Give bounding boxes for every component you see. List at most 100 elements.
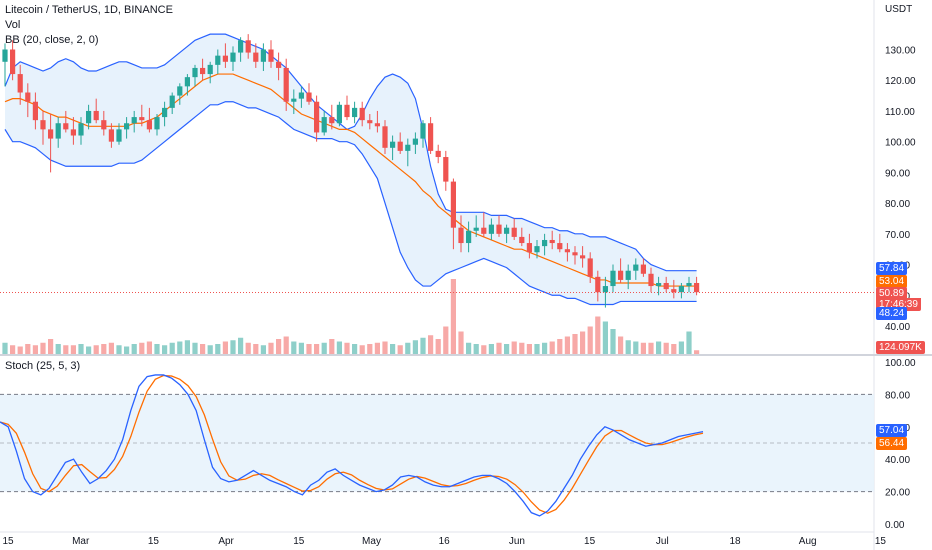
- volume-bar: [169, 342, 175, 354]
- volume-bar: [162, 345, 168, 354]
- candle-body: [230, 52, 236, 62]
- candle-body: [488, 224, 494, 234]
- stoch-tick-label: 20.00: [885, 488, 910, 499]
- candle-body: [428, 123, 434, 151]
- volume-bar: [602, 321, 608, 354]
- volume-bar: [55, 344, 61, 354]
- volume-bar: [283, 336, 289, 354]
- candle-body: [101, 120, 107, 130]
- volume-bar: [663, 342, 669, 354]
- candle-body: [564, 249, 570, 253]
- volume-bar: [496, 342, 502, 354]
- volume-bar: [580, 331, 586, 354]
- candle-body: [17, 74, 23, 93]
- candle-body: [108, 129, 114, 142]
- candle-body: [154, 117, 160, 130]
- volume-bar: [2, 342, 8, 354]
- candle-body: [526, 243, 532, 253]
- volume-bar: [215, 344, 221, 354]
- bb-lower-price-tag: 48.24: [876, 307, 908, 320]
- candle-body: [245, 40, 251, 53]
- candle-body: [283, 67, 289, 102]
- candle-body: [78, 123, 84, 136]
- volume-bar: [101, 344, 107, 354]
- bb-lower-line: [4, 101, 697, 306]
- time-tick-label: 15: [584, 536, 596, 547]
- candle-body: [511, 227, 517, 237]
- volume-bar: [466, 342, 472, 354]
- stoch-tick-label: 0.00: [885, 520, 905, 531]
- candle-body: [169, 95, 175, 108]
- volume-bar: [154, 344, 160, 354]
- volume-bar: [86, 346, 92, 354]
- volume-bar: [648, 342, 654, 354]
- candle-body: [124, 123, 130, 130]
- volume-bar: [443, 326, 449, 354]
- volume-bar: [10, 345, 16, 354]
- time-tick-label: 16: [439, 536, 451, 547]
- candle-body: [177, 86, 183, 96]
- time-tick-label: May: [362, 536, 381, 547]
- candle-body: [443, 157, 449, 182]
- volume-bar: [610, 329, 616, 354]
- volume-bar: [572, 334, 578, 354]
- price-tick-label: 40.00: [885, 322, 910, 333]
- volume-tag: 124.097K: [876, 341, 925, 354]
- candle-body: [86, 110, 92, 124]
- candle-body: [374, 123, 380, 127]
- volume-bar: [177, 341, 183, 354]
- candle-body: [276, 61, 282, 68]
- stoch-tick-label: 100.00: [885, 358, 916, 369]
- price-tick-label: 100.00: [885, 138, 916, 149]
- candle-body: [192, 67, 198, 78]
- candle-body: [55, 123, 61, 139]
- candle-body: [200, 67, 206, 75]
- candle-body: [473, 227, 479, 231]
- volume-bar: [298, 342, 304, 354]
- volume-bar: [314, 344, 320, 354]
- last-price-tag: 50.89: [876, 287, 908, 300]
- candle-body: [450, 181, 456, 228]
- stoch-tick-label: 40.00: [885, 455, 910, 466]
- candle-body: [640, 264, 646, 274]
- candle-body: [139, 117, 145, 121]
- candle-body: [549, 239, 555, 244]
- volume-bar: [222, 341, 228, 354]
- symbol-title[interactable]: Litecoin / TetherUS, 1D, BINANCE: [5, 4, 173, 16]
- candle-body: [162, 107, 168, 118]
- candle-body: [306, 92, 312, 102]
- candle-body: [602, 286, 608, 293]
- candle-body: [352, 107, 358, 118]
- candle-body: [481, 227, 487, 234]
- candle-body: [686, 282, 692, 287]
- volume-bar: [557, 339, 563, 354]
- candle-body: [359, 107, 365, 121]
- volume-bar: [344, 342, 350, 354]
- bollinger-bands-label[interactable]: BB (20, close, 2, 0): [5, 34, 99, 46]
- volume-bar: [200, 344, 206, 354]
- candle-body: [678, 286, 684, 293]
- stochastic-label[interactable]: Stoch (25, 5, 3): [5, 360, 81, 372]
- time-tick-label: 18: [729, 536, 741, 547]
- volume-bar: [511, 341, 517, 354]
- volume-bar: [473, 344, 479, 354]
- volume-indicator-label[interactable]: Vol: [5, 19, 21, 31]
- volume-bar: [63, 345, 69, 354]
- candle-body: [382, 126, 388, 148]
- volume-bar: [640, 342, 646, 354]
- candle-body: [2, 49, 8, 62]
- candle-body: [390, 141, 396, 148]
- price-tick-label: 80.00: [885, 199, 910, 210]
- volume-bar: [253, 344, 259, 354]
- bb-upper-price-tag: 57.84: [876, 262, 908, 275]
- candle-body: [618, 270, 624, 280]
- volume-bar: [207, 345, 213, 354]
- volume-bar: [656, 341, 662, 354]
- candle-body: [40, 120, 46, 130]
- stoch-d-line: [0, 374, 704, 514]
- volume-bar: [428, 335, 434, 354]
- time-tick-label: 15: [293, 536, 305, 547]
- price-tick-label: 130.00: [885, 46, 916, 57]
- volume-bar: [321, 342, 327, 354]
